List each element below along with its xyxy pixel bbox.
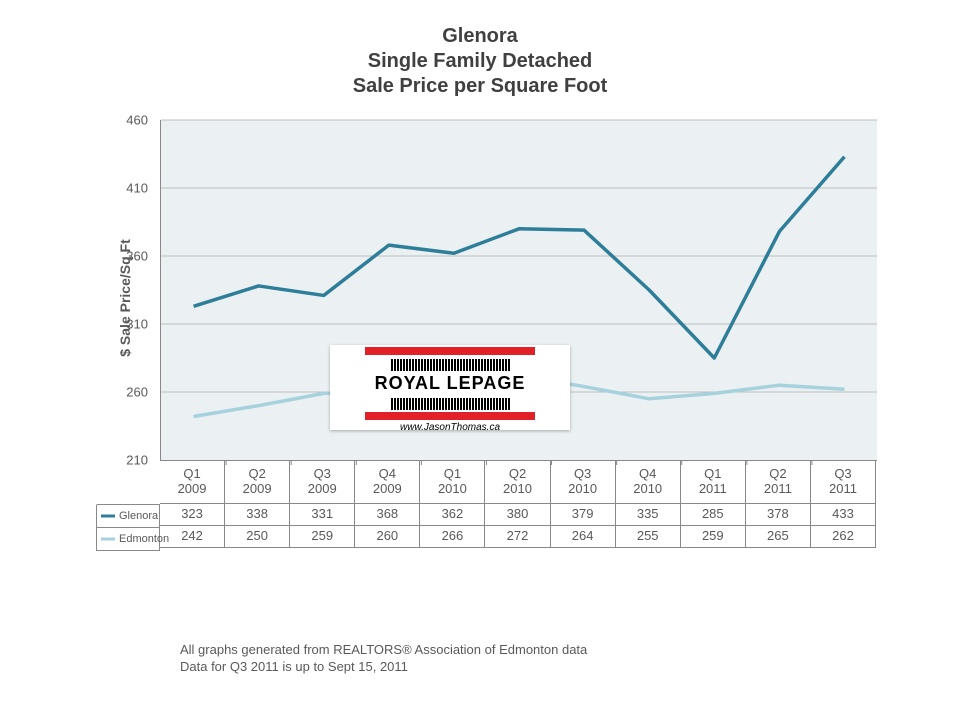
legend-item-edmonton: Edmonton [96, 528, 160, 551]
data-cell: 285 [681, 504, 746, 526]
data-cell: 259 [290, 526, 355, 548]
y-axis-labels: 210260310360410460 [96, 120, 154, 460]
data-cell: 335 [616, 504, 681, 526]
data-cell: 433 [811, 504, 876, 526]
footer-text: All graphs generated from REALTORS® Asso… [180, 642, 587, 676]
x-category: Q32011 [811, 460, 876, 504]
x-category: Q22010 [485, 460, 550, 504]
logo-ticks-top [330, 359, 570, 371]
footer-line-1: All graphs generated from REALTORS® Asso… [180, 642, 587, 659]
data-cell: 266 [420, 526, 485, 548]
logo-brand: ROYAL LEPAGE [330, 373, 570, 394]
chart-titles: Glenora Single Family Detached Sale Pric… [0, 0, 960, 99]
data-cell: 379 [551, 504, 616, 526]
x-category: Q12010 [420, 460, 485, 504]
data-table: Q12009Q22009Q32009Q42009Q12010Q22010Q320… [160, 460, 876, 548]
series-line-glenora [194, 157, 845, 358]
x-category: Q12009 [160, 460, 225, 504]
y-tick-label: 360 [126, 249, 148, 264]
y-tick-label: 260 [126, 385, 148, 400]
data-cell: 323 [160, 504, 225, 526]
x-category: Q32009 [290, 460, 355, 504]
data-cell: 262 [811, 526, 876, 548]
footer-line-2: Data for Q3 2011 is up to Sept 15, 2011 [180, 659, 587, 676]
data-cell: 242 [160, 526, 225, 548]
data-cell: 260 [355, 526, 420, 548]
royal-lepage-logo: ROYAL LEPAGE www.JasonThomas.ca [330, 345, 570, 430]
title-line-2: Single Family Detached [0, 49, 960, 74]
x-category: Q22009 [225, 460, 290, 504]
logo-ticks-bottom [330, 398, 570, 410]
x-category: Q12011 [681, 460, 746, 504]
y-tick-label: 460 [126, 113, 148, 128]
x-category: Q42009 [355, 460, 420, 504]
data-cell: 338 [225, 504, 290, 526]
data-cell: 362 [420, 504, 485, 526]
title-line-1: Glenora [0, 24, 960, 49]
data-cell: 255 [616, 526, 681, 548]
data-cell: 331 [290, 504, 355, 526]
legend-column: GlenoraEdmonton [96, 460, 160, 551]
title-line-3: Sale Price per Square Foot [0, 74, 960, 99]
y-tick-label: 410 [126, 181, 148, 196]
x-category: Q42010 [616, 460, 681, 504]
data-cell: 250 [225, 526, 290, 548]
data-cell: 380 [485, 504, 550, 526]
data-cell: 265 [746, 526, 811, 548]
chart-container: Glenora Single Family Detached Sale Pric… [0, 0, 960, 720]
x-category: Q22011 [746, 460, 811, 504]
data-cell: 378 [746, 504, 811, 526]
data-cell: 272 [485, 526, 550, 548]
logo-url: www.JasonThomas.ca [330, 422, 570, 433]
data-cell: 259 [681, 526, 746, 548]
data-cell: 264 [551, 526, 616, 548]
data-cell: 368 [355, 504, 420, 526]
x-category: Q32010 [551, 460, 616, 504]
y-tick-label: 310 [126, 317, 148, 332]
legend-item-glenora: Glenora [96, 505, 160, 528]
